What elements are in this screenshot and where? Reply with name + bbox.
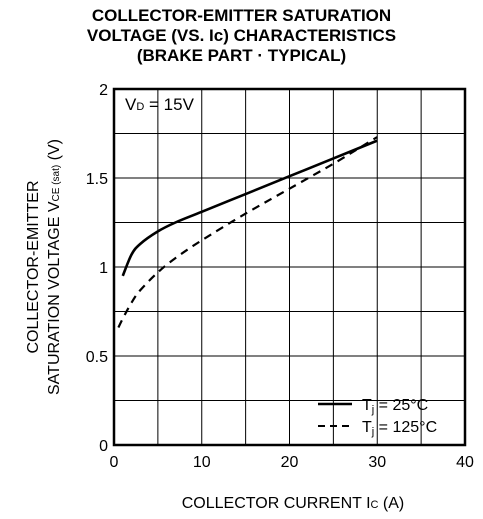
x-axis-label-sub: C [371, 499, 379, 511]
series-line-125c [117, 136, 378, 329]
chart-title-line-3: (BRAKE PART · TYPICAL) [136, 46, 347, 65]
y-tick-label: 0 [99, 438, 108, 455]
legend-label-25c-rest: = 25°C [374, 397, 428, 414]
condition-annotation: VD = 15V [125, 95, 195, 114]
ticks: 0 10 20 30 40 0 0.5 1 1.5 2 [86, 82, 474, 471]
y-axis-label-line-2-main: SATURATION VOLTAGE V [46, 201, 63, 395]
legend: Tj = 25°C Tj = 125°C [318, 397, 437, 438]
condition-annotation-main: V [125, 95, 137, 114]
chart-title: COLLECTOR-EMITTER SATURATION VOLTAGE (VS… [0, 6, 483, 66]
legend-label-25c-main: T [362, 397, 372, 414]
x-axis-label: COLLECTOR CURRENT IC (A) [182, 495, 405, 512]
y-axis-label-line-2-unit: (V) [46, 139, 63, 165]
legend-label-25c: Tj = 25°C [362, 397, 428, 416]
x-tick-label: 20 [281, 454, 299, 471]
chart-title-line-2: VOLTAGE (VS. Ic) CHARACTERISTICS [86, 26, 397, 45]
y-tick-label: 2 [99, 82, 108, 99]
legend-label-125c-sub: j [371, 426, 374, 438]
grid [114, 89, 465, 445]
y-axis-label-line-2: SATURATION VOLTAGE VCE (sat) (V) [46, 139, 63, 395]
x-axis-label-unit: (A) [378, 495, 404, 512]
legend-label-125c: Tj = 125°C [362, 419, 437, 438]
series-group [117, 136, 378, 329]
x-axis-label-main: COLLECTOR CURRENT I [182, 495, 371, 512]
y-tick-label: 0.5 [86, 349, 108, 366]
plot-frame [112, 87, 467, 447]
series-line-25c [121, 139, 378, 277]
y-axis-label-line-2-sub: CE (sat) [51, 165, 62, 202]
legend-label-25c-sub: j [371, 404, 374, 416]
x-tick-label: 0 [110, 454, 119, 471]
y-axis-label-line-1: COLLECTOR-EMITTER [25, 180, 42, 353]
x-tick-label: 40 [456, 454, 474, 471]
condition-annotation-sub: D [136, 101, 144, 113]
y-tick-label: 1.5 [86, 171, 108, 188]
x-tick-label: 10 [193, 454, 211, 471]
chart-title-line-1: COLLECTOR-EMITTER SATURATION [91, 6, 392, 25]
legend-label-125c-main: T [362, 419, 372, 436]
y-tick-label: 1 [99, 260, 108, 277]
legend-label-125c-rest: = 125°C [374, 419, 437, 436]
condition-annotation-rest: = 15V [144, 95, 194, 114]
x-tick-label: 30 [368, 454, 386, 471]
